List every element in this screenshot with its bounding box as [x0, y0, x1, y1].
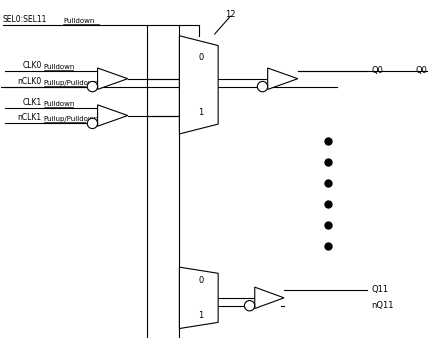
Text: Pulldown: Pulldown: [44, 64, 75, 70]
Text: Q0: Q0: [415, 66, 427, 75]
Text: Pulldown: Pulldown: [44, 101, 75, 107]
Text: Pullup/Pulldown: Pullup/Pulldown: [44, 117, 99, 122]
Polygon shape: [255, 287, 284, 309]
Text: 1: 1: [198, 108, 203, 117]
Ellipse shape: [87, 118, 98, 128]
Ellipse shape: [257, 81, 268, 92]
Text: 0: 0: [198, 53, 203, 62]
Ellipse shape: [87, 81, 98, 92]
Text: Pulldown: Pulldown: [63, 18, 95, 24]
Text: 12: 12: [225, 10, 235, 19]
Ellipse shape: [245, 301, 255, 311]
Polygon shape: [179, 36, 218, 134]
Text: 1: 1: [198, 310, 203, 320]
Polygon shape: [98, 105, 128, 126]
Text: Pullup/Pulldown: Pullup/Pulldown: [44, 80, 99, 86]
Text: SEL0:SEL11: SEL0:SEL11: [3, 15, 47, 24]
Polygon shape: [98, 68, 128, 89]
Text: nQ11: nQ11: [371, 301, 394, 310]
Text: Q0: Q0: [371, 66, 383, 75]
Polygon shape: [179, 267, 218, 328]
Text: nCLK0: nCLK0: [17, 76, 41, 86]
Text: nCLK1: nCLK1: [17, 113, 41, 122]
Polygon shape: [268, 68, 298, 89]
Text: CLK0: CLK0: [22, 61, 41, 70]
Text: CLK1: CLK1: [22, 98, 41, 107]
Text: Q11: Q11: [371, 285, 388, 295]
Text: 0: 0: [198, 276, 203, 285]
